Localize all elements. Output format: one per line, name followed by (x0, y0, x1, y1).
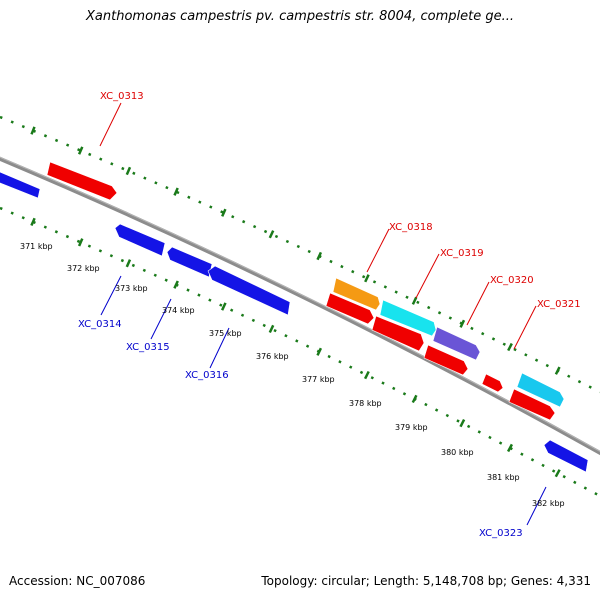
gene-arrow[interactable] (508, 388, 556, 421)
gene-label[interactable]: XC_0318 (389, 222, 433, 233)
gene-arrow[interactable] (207, 265, 291, 316)
genome-backbone (0, 156, 600, 456)
scale-label: 372 kbp (67, 264, 100, 273)
gene-arrows (0, 161, 589, 473)
scale-label: 380 kbp (441, 448, 474, 457)
scale-label: 382 kbp (532, 499, 565, 508)
scale-label: 376 kbp (256, 352, 289, 361)
scale-label: 375 kbp (209, 329, 242, 338)
major-tick (459, 419, 466, 428)
gene-arrow[interactable] (481, 373, 504, 393)
major-tick (220, 302, 227, 311)
scale-label: 377 kbp (302, 375, 335, 384)
major-ticks (30, 126, 561, 478)
gene-label[interactable]: XC_0313 (100, 91, 144, 102)
major-tick (30, 126, 36, 135)
gene-label[interactable]: XC_0315 (126, 342, 170, 353)
scale-label: 381 kbp (487, 473, 520, 482)
gene-arrow[interactable] (325, 292, 375, 325)
major-tick (125, 166, 132, 176)
major-tick (125, 259, 132, 268)
gene-arrow[interactable] (432, 326, 481, 361)
gene-label[interactable]: XC_0321 (537, 299, 581, 310)
gene-label[interactable]: XC_0323 (479, 528, 523, 539)
gene-label[interactable]: XC_0320 (490, 275, 534, 286)
major-tick (554, 469, 561, 478)
major-tick (30, 217, 36, 227)
scale-label: 373 kbp (115, 284, 148, 293)
major-tick (364, 274, 370, 283)
major-tick (316, 347, 323, 356)
gene-label[interactable]: XC_0316 (185, 370, 229, 381)
major-tick (554, 366, 561, 375)
outer-tick-ring (0, 115, 600, 394)
gene-arrow[interactable] (543, 439, 589, 473)
major-tick (173, 280, 179, 289)
inner-tick-ring (0, 206, 600, 498)
major-tick (363, 370, 370, 380)
major-tick (77, 146, 84, 155)
major-tick (173, 187, 179, 196)
gene-labels: XC_0313 XC_0318 XC_0319 XC_0320 XC_0321 … (78, 91, 581, 539)
scale-labels: 371 kbp 372 kbp 373 kbp 374 kbp 375 kbp … (20, 242, 565, 508)
major-tick (221, 208, 227, 217)
major-tick (507, 342, 513, 352)
genome-stats-text: Topology: circular; Length: 5,148,708 bp… (261, 574, 591, 588)
major-tick (268, 230, 275, 239)
label-leader-lines (99, 102, 547, 526)
scale-label: 371 kbp (20, 242, 53, 251)
gene-label[interactable]: XC_0314 (78, 319, 122, 330)
major-tick (411, 296, 418, 305)
major-tick (268, 324, 275, 334)
gene-label[interactable]: XC_0319 (440, 248, 484, 259)
genome-title: Xanthomonas campestris pv. campestris st… (86, 9, 514, 24)
gene-arrow[interactable] (516, 372, 565, 408)
gene-arrow[interactable] (166, 246, 213, 278)
scale-label: 379 kbp (395, 423, 428, 432)
major-tick (316, 251, 323, 261)
gene-arrow[interactable] (46, 161, 118, 201)
scale-label: 378 kbp (349, 399, 382, 408)
gene-arrow[interactable] (371, 315, 425, 352)
accession-text: Accession: NC_007086 (9, 574, 146, 588)
major-tick (411, 394, 418, 404)
gene-arrow[interactable] (379, 299, 437, 337)
gene-arrow[interactable] (332, 277, 381, 311)
scale-label: 374 kbp (162, 306, 195, 315)
gene-arrow[interactable] (0, 170, 41, 199)
major-tick (506, 443, 514, 453)
gene-arrow[interactable] (114, 223, 166, 257)
major-tick (459, 319, 466, 328)
gene-arrow[interactable] (423, 344, 469, 376)
major-tick (77, 238, 84, 247)
